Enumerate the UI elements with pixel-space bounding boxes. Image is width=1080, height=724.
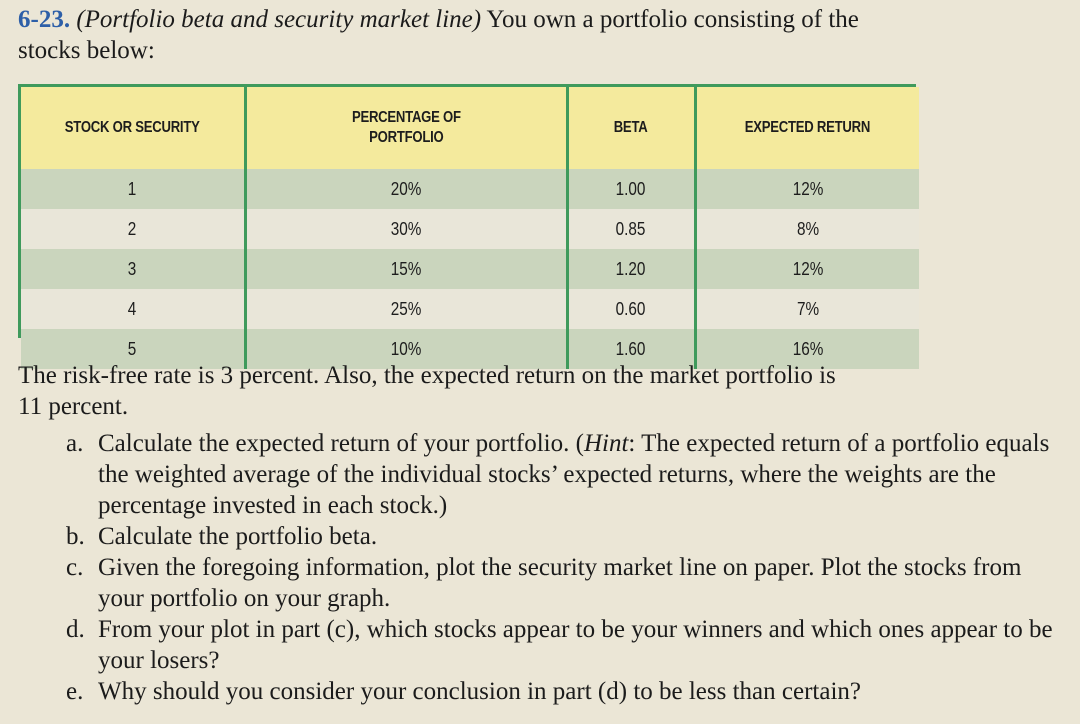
market-info-line2: 11 percent.	[18, 393, 129, 420]
part-e: e. Why should you consider your conclusi…	[66, 676, 1066, 707]
portfolio-table: STOCK OR SECURITY PERCENTAGE OF PORTFOLI…	[18, 84, 919, 369]
table-row: 5 10% 1.60 16%	[21, 329, 919, 369]
part-letter: e.	[66, 678, 84, 705]
beta-cell: 1.00	[616, 178, 646, 199]
problem-number: 6-23.	[18, 6, 71, 33]
part-text: Given the foregoing information, plot th…	[98, 554, 1022, 612]
table-row: 2 30% 0.85 8%	[21, 209, 919, 249]
percentage-cell: 10%	[390, 338, 422, 359]
part-letter: b.	[66, 523, 85, 550]
part-letter: c.	[66, 554, 84, 581]
market-info: The risk-free rate is 3 percent. Also, t…	[18, 360, 1068, 422]
beta-cell: 0.85	[616, 218, 646, 239]
stock-cell: 3	[127, 258, 137, 279]
part-text: Calculate the expected return of your po…	[98, 430, 1050, 519]
part-letter: a.	[66, 430, 84, 457]
problem-intro: You own a portfolio consisting of the	[486, 6, 859, 33]
part-text: Calculate the portfolio beta.	[98, 523, 378, 550]
header-beta: BETA	[567, 87, 697, 169]
beta-cell: 1.20	[616, 258, 646, 279]
return-cell: 16%	[792, 338, 824, 359]
return-cell: 12%	[792, 258, 824, 279]
header-expected-return: EXPECTED RETURN	[695, 87, 919, 169]
beta-cell: 1.60	[616, 338, 646, 359]
stock-cell: 5	[127, 338, 137, 359]
table-row: 3 15% 1.20 12%	[21, 249, 919, 289]
return-cell: 8%	[796, 218, 819, 239]
percentage-cell: 30%	[390, 218, 422, 239]
percentage-cell: 15%	[390, 258, 422, 279]
table-row: 4 25% 0.60 7%	[21, 289, 919, 329]
market-info-line1: The risk-free rate is 3 percent. Also, t…	[18, 362, 836, 389]
table-header-row: STOCK OR SECURITY PERCENTAGE OF PORTFOLI…	[21, 87, 919, 169]
percentage-cell: 20%	[390, 178, 422, 199]
return-cell: 7%	[796, 298, 819, 319]
stock-cell: 4	[127, 298, 137, 319]
header-stock: STOCK OR SECURITY	[21, 87, 247, 169]
percentage-cell: 25%	[390, 298, 422, 319]
stock-cell: 1	[127, 178, 137, 199]
part-c: c. Given the foregoing information, plot…	[66, 552, 1066, 614]
return-cell: 12%	[792, 178, 824, 199]
part-text: Why should you consider your conclusion …	[98, 678, 862, 705]
problem-intro-line2: stocks below:	[18, 37, 155, 64]
table-row: 1 20% 1.00 12%	[21, 169, 919, 209]
stock-cell: 2	[127, 218, 137, 239]
part-d: d. From your plot in part (c), which sto…	[66, 614, 1066, 676]
question-parts: a. Calculate the expected return of your…	[66, 428, 1066, 707]
problem-statement: 6-23. (Portfolio beta and security marke…	[18, 4, 1068, 66]
beta-cell: 0.60	[616, 298, 646, 319]
part-text: From your plot in part (c), which stocks…	[98, 616, 1053, 674]
problem-title: (Portfolio beta and security market line…	[76, 6, 482, 33]
part-letter: d.	[66, 616, 85, 643]
header-percentage: PERCENTAGE OF PORTFOLIO	[245, 87, 569, 169]
part-b: b. Calculate the portfolio beta.	[66, 521, 1066, 552]
part-a: a. Calculate the expected return of your…	[66, 428, 1066, 521]
